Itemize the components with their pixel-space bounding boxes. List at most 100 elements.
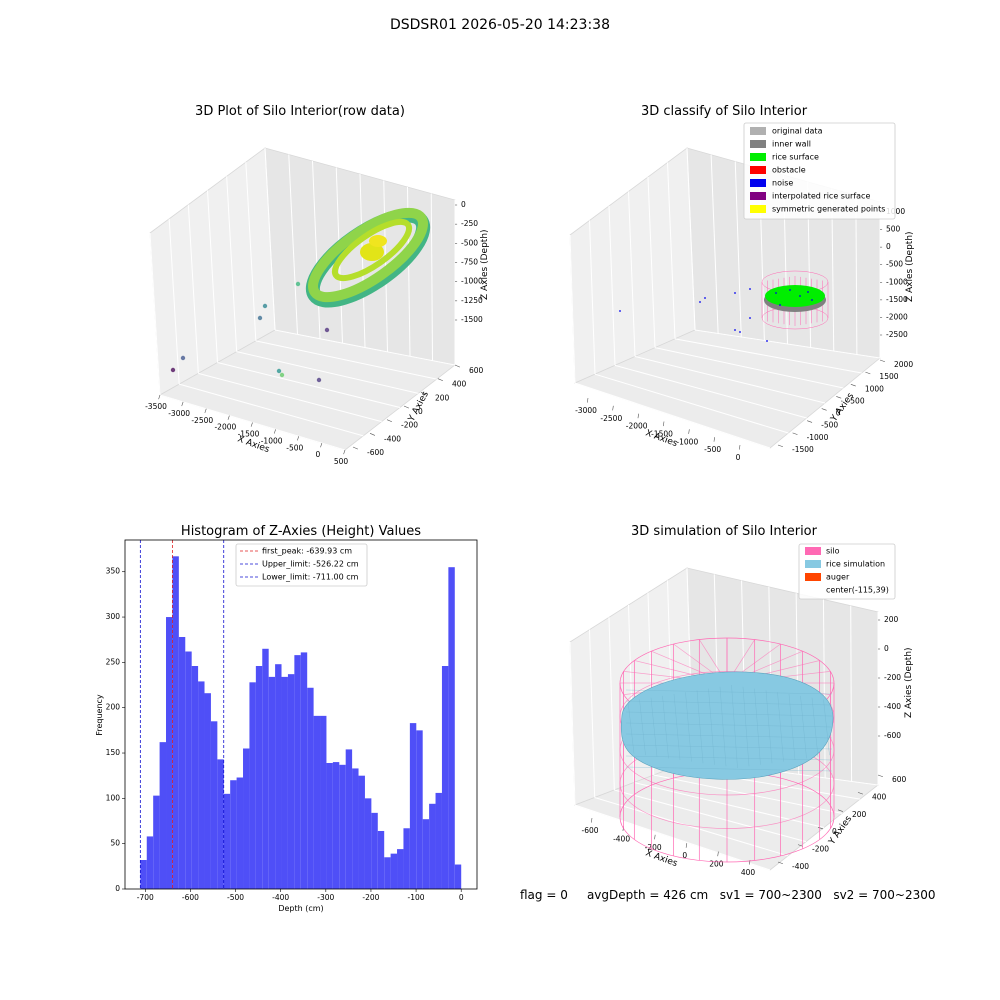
p2-z-tick-label: -500 xyxy=(886,260,903,269)
p4-zlabel: Z Axies (Depth) xyxy=(904,647,914,718)
p2-z-tick-label: -1000 xyxy=(886,277,908,286)
p3-hist-bar xyxy=(454,864,462,889)
p3-y-tick-label: 250 xyxy=(106,657,121,666)
p2-legend: original data inner wall rice surface obsta… xyxy=(743,122,896,220)
p3-hist-bar xyxy=(320,715,327,889)
p4-z-tick-label: -400 xyxy=(884,702,901,711)
p2-x-tick-label: -2500 xyxy=(600,414,622,423)
grid-line xyxy=(574,804,771,871)
p1-x-tick-label: -2000 xyxy=(214,423,236,432)
grid-line xyxy=(236,351,419,394)
p3-hist-bar xyxy=(371,812,378,889)
p3-hist-bar xyxy=(332,762,340,889)
p2-x-tick-label: -1000 xyxy=(676,437,698,446)
p2-y-tick-mark xyxy=(777,444,784,448)
panel4-title: 3D simulation of Silo Interior xyxy=(631,524,817,539)
p2-x-tick-mark xyxy=(713,437,715,442)
p2-x-tick-label: -2000 xyxy=(626,422,648,431)
p4-rice-mesh-line xyxy=(800,695,807,759)
p4-legend-label: auger xyxy=(826,573,850,582)
p2-noise-point xyxy=(704,297,706,299)
p1-y-tick-label: -600 xyxy=(367,448,384,457)
p2-x-tick-label: -3000 xyxy=(575,406,597,415)
p2-y-tick-label: -1500 xyxy=(792,445,814,454)
grid-line xyxy=(245,162,257,341)
p3-hist-bar xyxy=(166,617,173,889)
p3-hist-bar xyxy=(377,830,385,889)
p2-legend-label: original data xyxy=(772,127,823,136)
p3-x-tick-label: -100 xyxy=(408,893,425,902)
p2-legend-swatch xyxy=(750,140,766,148)
p3-hist-bar xyxy=(198,681,205,889)
p2-y-tick-label: -1000 xyxy=(807,433,829,442)
p2-legend-swatch xyxy=(750,127,766,135)
p2-x-tick-mark xyxy=(739,444,741,450)
p1-y-tick-mark xyxy=(437,378,444,382)
status-flag: flag = 0 xyxy=(520,888,568,902)
p2-y-tick-mark xyxy=(836,396,842,399)
p4-rice-mesh-line xyxy=(708,688,715,765)
p1-outlier-point xyxy=(276,368,282,374)
p3-hist-bar xyxy=(384,857,391,889)
grid-line xyxy=(850,605,853,782)
p4-y-tick-mark xyxy=(857,792,864,795)
p4-rice-mesh-line xyxy=(625,733,833,739)
p4-rice-mesh-line xyxy=(719,686,727,767)
grid-line xyxy=(187,204,199,374)
p1-x-tick-mark xyxy=(273,429,276,434)
grid-line xyxy=(633,782,825,828)
grid-line xyxy=(608,617,615,791)
p4-y-tick-label: 400 xyxy=(872,792,887,801)
p2-rice-surface xyxy=(765,285,825,307)
p2-x-tick-mark xyxy=(637,413,639,419)
p2-legend-label: obstacle xyxy=(772,166,806,175)
status-line: flag = 0 avgDepth = 426 cm sv1 = 700~230… xyxy=(520,888,936,902)
p1-rice-core xyxy=(360,243,384,261)
p3-hist-bar xyxy=(268,676,276,889)
p4-x-tick-label: 200 xyxy=(709,860,724,869)
p2-y-tick-mark xyxy=(865,371,871,375)
p2-noise-point xyxy=(766,340,768,342)
p3-y-tick-label: 350 xyxy=(106,567,121,576)
p3-hist-bar xyxy=(441,666,449,889)
p4-x-tick-label: 400 xyxy=(741,868,756,877)
p3-hist-bar xyxy=(435,792,442,889)
p2-z-tick-label: -2000 xyxy=(886,312,908,321)
p1-outlier-point xyxy=(257,315,263,321)
figure-suptitle: DSDSR01 2026-05-20 14:23:38 xyxy=(389,17,610,33)
grid-line xyxy=(855,195,858,355)
p1-x-tick-label: -3500 xyxy=(145,402,167,411)
p4-x-tick-mark xyxy=(717,851,719,857)
p3-hist-bar xyxy=(422,819,430,889)
p1-outlier-point xyxy=(180,355,186,361)
p4-rice-mesh-line xyxy=(731,684,738,769)
p1-x-tick-label: 0 xyxy=(315,450,320,459)
p3-hist-bar xyxy=(397,849,404,889)
p4-legend-label: rice simulation xyxy=(826,560,885,569)
p3-axes-frame xyxy=(124,539,478,890)
p3-hist-bar xyxy=(409,723,417,889)
p2-x-tick-label: 0 xyxy=(736,453,741,462)
grid-line xyxy=(667,162,676,339)
p4-y-tick-label: 600 xyxy=(892,775,907,784)
grid-line xyxy=(594,797,789,857)
grid-line xyxy=(674,338,862,374)
p2-y-tick-label: 0 xyxy=(836,409,841,418)
p4-rice-mesh-line xyxy=(650,697,658,757)
p3-hist-bar xyxy=(281,676,288,889)
p2-noise-point xyxy=(734,292,736,294)
p1-zlabel: Z Axies (Depth) xyxy=(480,229,490,300)
p4-rice-mesh-line xyxy=(685,692,692,762)
grid-line xyxy=(594,373,789,434)
p4-y-tick-mark xyxy=(777,861,784,865)
p1-x-tick-label: -1500 xyxy=(238,430,260,439)
p4-x-tick-mark xyxy=(685,843,688,848)
p1-rice-core-upper xyxy=(369,235,387,247)
p1-outlier-point xyxy=(279,372,285,378)
p4-rice-mesh-line xyxy=(811,697,819,757)
p4-rice-mesh-line xyxy=(625,689,833,695)
p2-noise-point xyxy=(807,291,809,293)
grid-line xyxy=(686,147,696,331)
p2-y-tick-label: 2000 xyxy=(894,360,913,369)
p3-hist-bar xyxy=(185,651,192,889)
